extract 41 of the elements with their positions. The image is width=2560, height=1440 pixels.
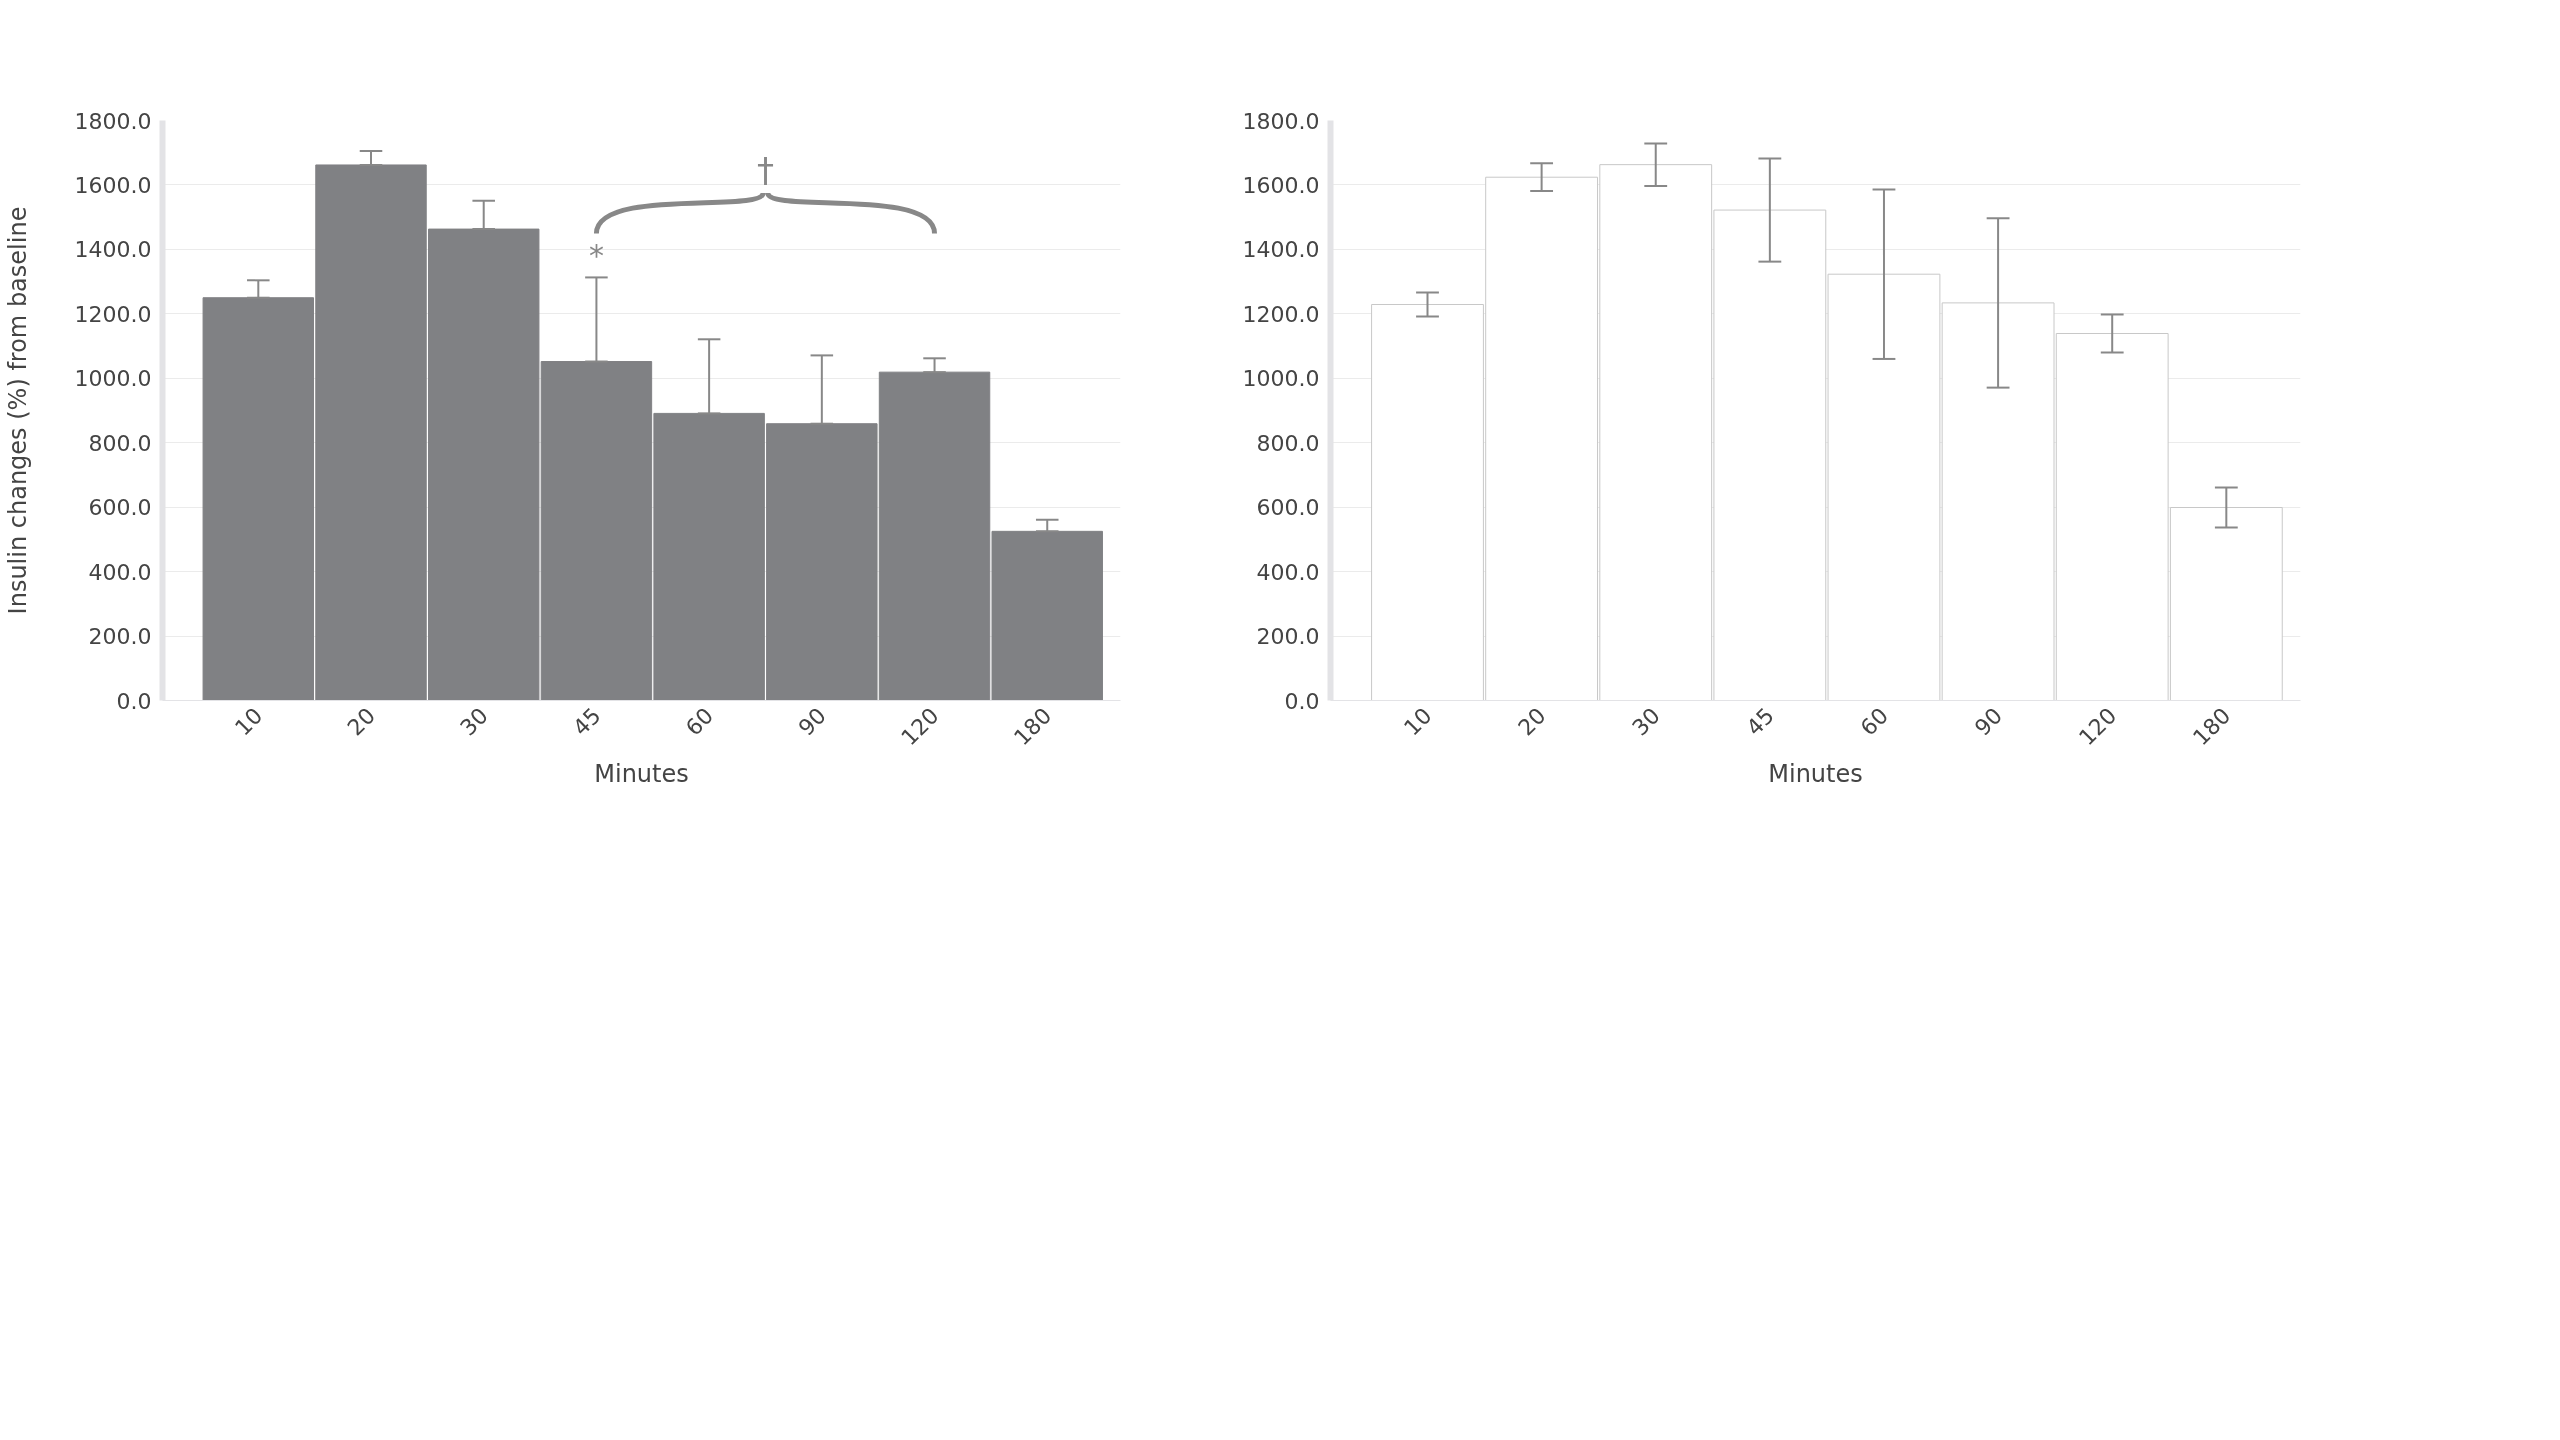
x-tick-label: 45 xyxy=(1741,703,1780,741)
y-tick-label: 400.0 xyxy=(88,559,152,585)
x-tick-label: 10 xyxy=(1399,703,1437,741)
x-tick-label: 20 xyxy=(1513,703,1551,741)
y-axis-title: Insulin changes (%) from baseline xyxy=(3,206,32,615)
y-tick-label: 1400.0 xyxy=(74,237,152,263)
x-tick-label: 10 xyxy=(230,703,268,741)
x-tick-label: 120 xyxy=(2074,703,2122,751)
y-tick-label: 200.0 xyxy=(1256,624,1320,650)
annotation: * xyxy=(588,238,604,274)
x-tick-label: 180 xyxy=(2188,703,2236,751)
y-tick-label: 0.0 xyxy=(1284,688,1320,714)
y-tick-label: 800.0 xyxy=(1256,430,1320,456)
x-tick-label: 60 xyxy=(680,703,719,741)
y-tick-label: 600.0 xyxy=(88,495,152,521)
x-axis-title: Minutes xyxy=(594,760,689,789)
y-tick-label: 200.0 xyxy=(88,624,152,650)
y-tick-label: 1200.0 xyxy=(1242,301,1320,327)
y-tick-label: 1600.0 xyxy=(74,172,152,198)
y-tick-label: 1600.0 xyxy=(1242,172,1320,198)
y-tick-label: 1000.0 xyxy=(74,366,152,392)
x-tick-label: 120 xyxy=(896,703,944,751)
x-tick-label: 90 xyxy=(793,703,832,741)
y-tick-label: 1800.0 xyxy=(1242,108,1320,134)
x-axis-title: Minutes xyxy=(1768,760,1863,789)
x-tick-label: 20 xyxy=(342,703,381,741)
y-tick-label: 1000.0 xyxy=(1242,366,1320,392)
y-tick-label: 800.0 xyxy=(88,430,152,456)
y-tick-label: 600.0 xyxy=(1256,495,1320,521)
y-tick-label: 0.0 xyxy=(116,688,152,714)
y-tick-label: 1200.0 xyxy=(74,301,152,327)
x-tick-label: 180 xyxy=(1009,703,1057,751)
y-tick-label: 1400.0 xyxy=(1242,237,1320,263)
y-tick-label: 1800.0 xyxy=(74,108,152,134)
x-tick-label: 30 xyxy=(455,703,493,741)
x-tick-label: 60 xyxy=(1855,703,1894,741)
x-tick-label: 30 xyxy=(1627,703,1665,741)
x-tick-label: 90 xyxy=(1969,703,2008,741)
y-tick-label: 400.0 xyxy=(1256,559,1320,585)
x-tick-label: 45 xyxy=(568,703,606,741)
annotation: † xyxy=(756,150,774,191)
